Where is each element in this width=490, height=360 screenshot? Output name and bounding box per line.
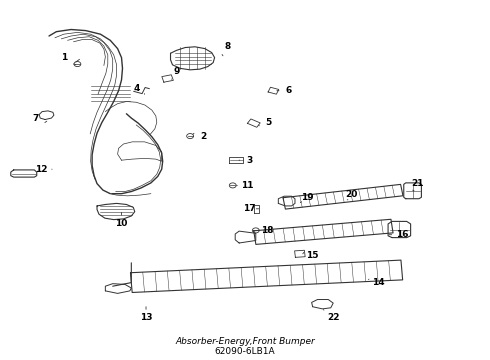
Text: 13: 13: [140, 313, 152, 322]
Text: 17: 17: [243, 204, 255, 213]
Text: 5: 5: [266, 118, 271, 127]
Text: 14: 14: [372, 278, 385, 287]
Text: 2: 2: [200, 132, 206, 141]
Text: 3: 3: [247, 156, 253, 165]
Text: 1: 1: [61, 53, 67, 62]
Text: 22: 22: [327, 313, 340, 322]
Text: Absorber-Energy,Front Bumper: Absorber-Energy,Front Bumper: [175, 337, 315, 346]
Text: 6: 6: [286, 86, 292, 95]
Text: 20: 20: [345, 190, 358, 199]
Text: 15: 15: [306, 251, 319, 260]
Text: 11: 11: [241, 181, 254, 190]
Text: 12: 12: [35, 165, 48, 174]
Text: 9: 9: [173, 68, 180, 77]
Text: 7: 7: [32, 114, 39, 123]
Text: 4: 4: [134, 84, 141, 93]
Text: 62090-6LB1A: 62090-6LB1A: [215, 346, 275, 356]
Text: 18: 18: [261, 226, 273, 235]
Text: 21: 21: [411, 179, 424, 188]
Text: 19: 19: [301, 193, 314, 202]
Text: 10: 10: [115, 219, 128, 228]
Text: 16: 16: [395, 230, 408, 239]
Text: 8: 8: [225, 42, 231, 51]
